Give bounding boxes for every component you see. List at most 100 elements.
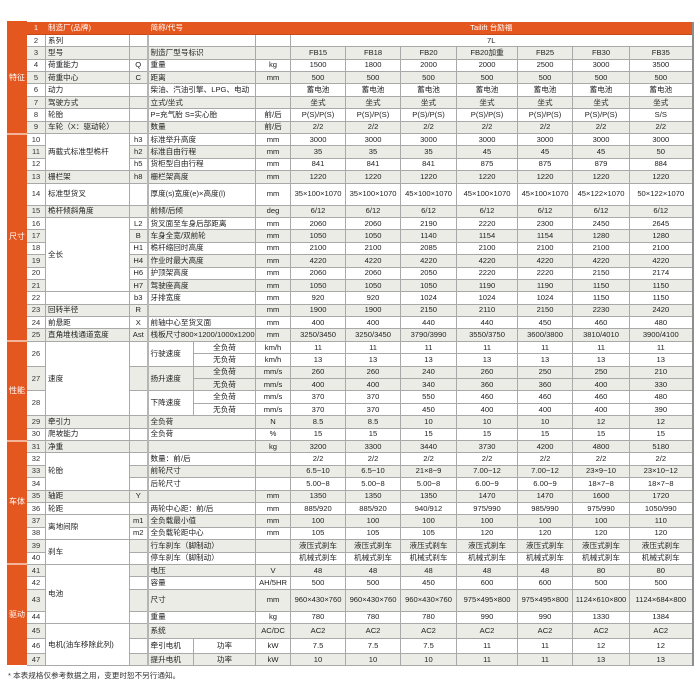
model-value: 6.00−9 xyxy=(456,477,519,491)
model-value: 21×8−9 xyxy=(400,464,458,479)
model-value: 841 xyxy=(345,157,402,172)
item-name: 驾驶方式 xyxy=(45,95,130,110)
unit: mm xyxy=(255,489,292,503)
model-value: 3000 xyxy=(572,58,631,73)
model-value: 4220 xyxy=(400,254,458,268)
model-value: 液压式刹车 xyxy=(572,539,631,553)
unit: 前/后 xyxy=(255,120,292,135)
model-value: 6/12 xyxy=(517,204,574,218)
spec-row: 39 刹车 行车刹车（脚制动） 液压式刹车 液压式刹车 液压式刹车 液压式刹车 液压式刹车 液压… xyxy=(8,539,694,565)
row-number: 10 xyxy=(26,132,46,147)
description: 提升电机 xyxy=(146,653,194,667)
model-value: 340 xyxy=(400,378,458,392)
model-value: 120 xyxy=(517,526,574,541)
row-number: 17 xyxy=(26,229,46,243)
model-value: 4200 xyxy=(517,439,574,454)
model-value: 3000 xyxy=(517,132,574,147)
row-number: 20 xyxy=(26,266,46,280)
spec-row: 无负荷 km/h 13 13 13 13 13 13 13 xyxy=(8,353,694,367)
model-value: 990 xyxy=(456,610,519,625)
unit: mm xyxy=(255,303,292,318)
model-value: 11 xyxy=(517,340,574,355)
unit: mm xyxy=(255,182,292,206)
model-value: 3250/3450 xyxy=(345,328,402,342)
model-value: 15 xyxy=(290,427,347,442)
unit xyxy=(255,83,292,97)
spec-row: 36 轮距 两轮中心距：前/后 mm 885/920 885/920 940/912 975/… xyxy=(8,501,694,516)
symbol xyxy=(129,653,148,667)
model-value: 6/12 xyxy=(456,204,519,218)
model-value: 500 xyxy=(517,71,574,85)
model-value: 45×100×1070 xyxy=(456,182,519,206)
model-value: 5.00−8 xyxy=(345,477,402,491)
symbol xyxy=(129,588,148,612)
row-number: 45 xyxy=(26,623,46,640)
model-value: 460 xyxy=(456,390,519,404)
model-value: AC2 xyxy=(400,623,458,640)
description: 重量 xyxy=(146,610,257,625)
model-value: 3000 xyxy=(629,132,694,147)
model-value: FB15 xyxy=(290,46,347,60)
row-number: 44 xyxy=(26,610,46,625)
model-value: 23×10−12 xyxy=(629,464,694,479)
row-number: 22 xyxy=(26,291,46,305)
description: 简称/代号 xyxy=(146,21,257,35)
model-value: 6.00−9 xyxy=(517,477,574,491)
group-name: 电机(油车移除此列) xyxy=(45,623,130,667)
model-value: 2150 xyxy=(572,266,631,280)
spec-row: 32 轮胎 数量：前/后 2/2 2/2 2/2 2/2 2/2 2/2 2/2 xyxy=(8,452,694,491)
model-value: 100 xyxy=(572,514,631,528)
model-value: AC2 xyxy=(456,623,519,640)
model-value: 1140 xyxy=(400,229,458,243)
symbol xyxy=(129,501,148,516)
model-value: 7.00−12 xyxy=(456,464,519,479)
model-value: P(S)/P(S) xyxy=(517,108,574,122)
model-value: 15 xyxy=(400,427,458,442)
spec-row: 3 型号 制造厂型号标识 FB15 FB18 FB20 FB20加重 FB25 FB30 FB35 xyxy=(8,46,694,60)
model-value: 370 xyxy=(345,390,402,404)
unit: mm/s xyxy=(255,365,292,380)
symbol xyxy=(129,539,148,553)
model-value: 4220 xyxy=(290,254,347,268)
model-value: 884 xyxy=(629,157,694,172)
group-name: 刹车 xyxy=(45,539,130,565)
unit: mm xyxy=(255,514,292,528)
model-value: FB30 xyxy=(572,46,631,60)
model-value: 2/2 xyxy=(345,120,402,135)
model-value: 13 xyxy=(517,353,574,367)
unit: mm xyxy=(255,216,292,231)
symbol xyxy=(129,576,148,590)
model-value: 80 xyxy=(629,563,694,578)
description: 柴油、汽油引擎、LPG、电动 xyxy=(146,83,257,97)
spec-row: 13 栅栏架 h8 栅栏架高度 mm 1220 1220 1220 1220 1220 1220 12… xyxy=(8,170,694,184)
model-value: 360 xyxy=(456,378,519,392)
symbol: C xyxy=(129,71,148,85)
unit: kg xyxy=(255,439,292,454)
model-value: 2/2 xyxy=(400,452,458,466)
model-value: 450 xyxy=(517,316,574,330)
description: 标准自由行程 xyxy=(146,145,257,159)
load-condition: 全负荷 xyxy=(192,365,257,380)
model-value: 1220 xyxy=(345,170,402,184)
model-value: 5180 xyxy=(629,439,694,454)
item-name: 爬坡能力 xyxy=(45,427,130,442)
description xyxy=(146,489,257,503)
spec-row: 16 全长 L2 货叉面至车身后部距离 mm 2060 2060 2190 2220 2300 24… xyxy=(8,216,694,293)
row-number: 19 xyxy=(26,254,46,268)
model-value: 12 xyxy=(572,415,631,429)
row-number: 30 xyxy=(26,427,46,442)
description: 护顶架高度 xyxy=(146,266,257,280)
spec-row: 33 前轮尺寸 6.5−10 6.5−10 21×8−9 7.00−12 7.00−12 23… xyxy=(8,464,694,479)
model-value: 1050 xyxy=(290,229,347,243)
unit xyxy=(255,477,292,491)
value-span: 7L xyxy=(290,33,694,48)
unit: kW xyxy=(255,653,292,667)
model-value: 蓄电池 xyxy=(572,83,631,97)
model-value: P(S)/P(S) xyxy=(456,108,519,122)
description: 距离 xyxy=(146,71,257,85)
model-value: 机械式刹车 xyxy=(629,551,694,565)
model-value: 2/2 xyxy=(290,120,347,135)
description: 行车刹车（脚制动） xyxy=(146,539,257,553)
symbol: H7 xyxy=(129,278,148,293)
model-value: 2645 xyxy=(629,216,694,231)
